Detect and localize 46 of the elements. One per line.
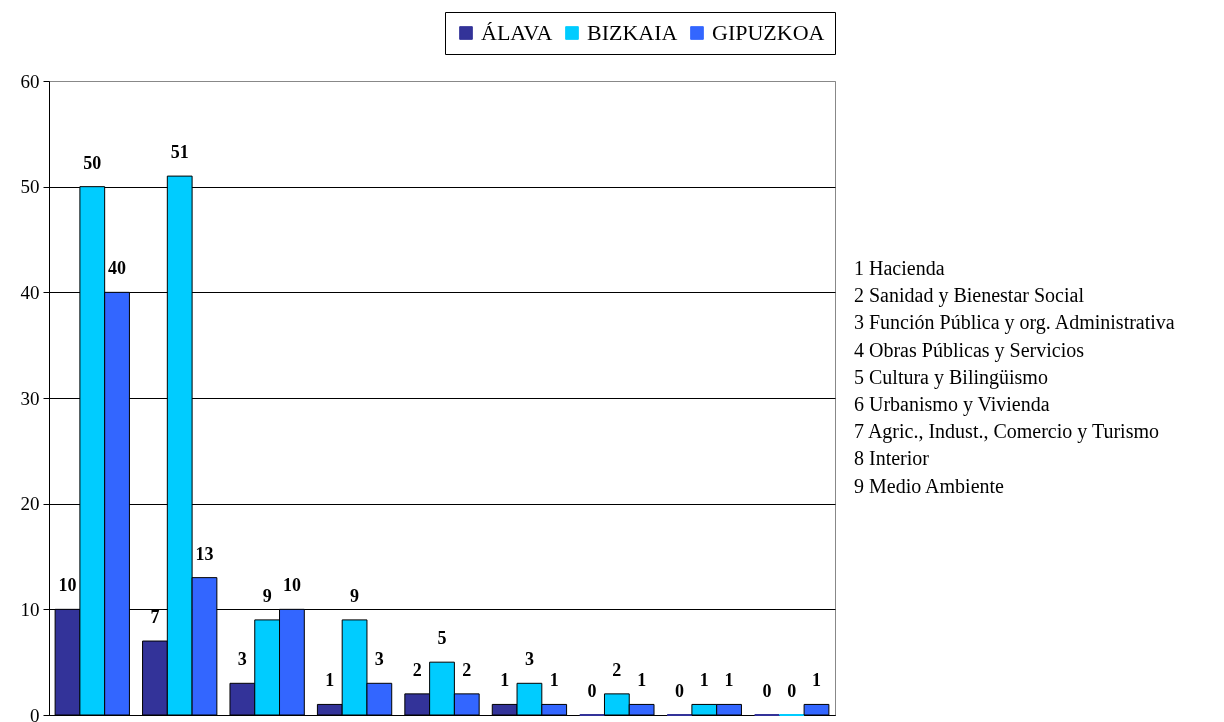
data-label: 1 — [724, 670, 734, 691]
y-tick-label: 60 — [20, 70, 40, 92]
text: 9 Medio Ambiente — [854, 474, 1005, 497]
text: 4 Obras Públicas y Servicios — [854, 338, 1085, 362]
data-label: 0 — [787, 681, 797, 701]
data-label: 7 — [150, 607, 160, 628]
data-label: 13 — [195, 543, 214, 564]
data-label: 1 — [325, 670, 335, 691]
data-label: 9 — [262, 585, 272, 606]
data-label: 0 — [675, 681, 685, 701]
y-tick-label: 40 — [20, 281, 40, 303]
text: 6 Urbanismo y Vivienda — [854, 393, 1050, 416]
legend-label: ÁLAVA — [481, 20, 553, 45]
data-label: 2 — [462, 659, 472, 680]
data-label: 1 — [549, 670, 559, 691]
data-label: 0 — [762, 681, 772, 701]
legend-label: BIZKAIA — [587, 20, 678, 45]
y-tick-label: 20 — [20, 493, 40, 515]
data-label: 5 — [437, 628, 447, 649]
data-label: 2 — [412, 659, 422, 680]
y-tick-label: 50 — [20, 176, 40, 198]
data-label: 1 — [699, 670, 709, 691]
data-label: 3 — [524, 649, 534, 670]
data-label: 0 — [587, 681, 597, 701]
data-label: 3 — [374, 649, 384, 670]
legend-label: GIPUZKOA — [712, 20, 825, 45]
data-label: 1 — [637, 670, 647, 691]
data-label: 2 — [612, 659, 622, 680]
data-label: 3 — [237, 649, 247, 670]
text: 5 Cultura y Bilingüismo — [854, 365, 1048, 389]
text: 2 Sanidad y Bienestar Social — [854, 284, 1085, 308]
data-label: 9 — [350, 585, 360, 606]
text: 7 Agric., Indust., Comercio y Turismo — [854, 420, 1160, 444]
text: 8 Interior — [854, 447, 930, 470]
data-label: 40 — [108, 258, 127, 279]
y-tick-label: 10 — [20, 598, 40, 620]
y-tick-label: 0 — [30, 704, 40, 722]
text: 3 Función Pública y org. Administrativa — [854, 311, 1175, 335]
data-label: 1 — [500, 670, 510, 691]
y-tick-label: 30 — [20, 387, 40, 409]
data-label: 1 — [811, 670, 821, 691]
data-label: 50 — [83, 152, 102, 173]
data-label: 51 — [170, 142, 189, 163]
data-label: 10 — [58, 575, 77, 596]
text: 1 Hacienda — [854, 257, 945, 279]
data-label: 10 — [282, 575, 301, 596]
